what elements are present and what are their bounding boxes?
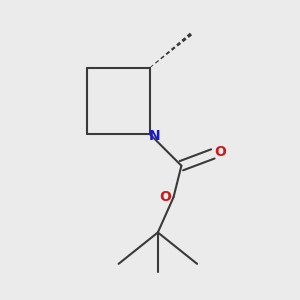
Text: O: O [159,190,171,204]
Text: O: O [215,145,226,159]
Text: N: N [149,129,161,143]
